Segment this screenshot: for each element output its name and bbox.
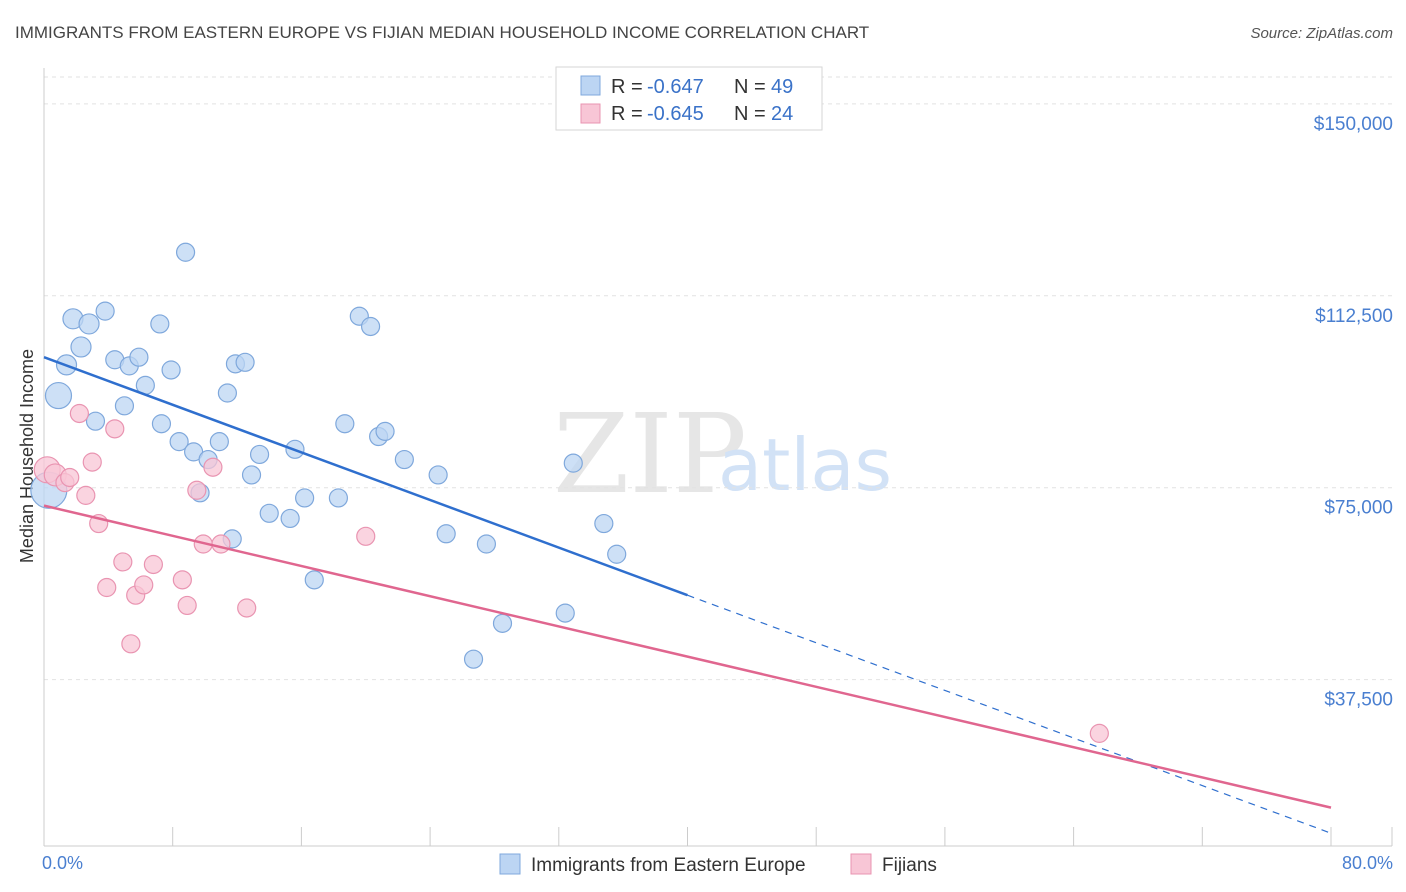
data-point-immigrants: [85, 411, 106, 431]
data-point-immigrants: [217, 383, 237, 403]
data-point-fijians: [97, 577, 117, 598]
x-tick-label-left: 0.0%: [42, 853, 83, 873]
data-point-immigrants: [476, 534, 497, 554]
stats-legend-swatch-blue: [580, 75, 601, 96]
data-point-immigrants: [175, 242, 196, 262]
stats-legend-n-label-pink: N =: [734, 103, 766, 125]
stats-legend-n-value-blue: 49: [771, 76, 793, 98]
data-point-immigrants: [129, 347, 149, 367]
data-point-fijians: [76, 485, 96, 505]
series-legend-label-fijians: Fijians: [882, 855, 937, 876]
stats-legend-n-label-blue: N =: [734, 76, 766, 98]
data-point-immigrants: [335, 414, 355, 434]
data-point-fijians: [172, 570, 192, 590]
trend-line-immigrants: [43, 356, 688, 597]
y-tick-label: $112,500: [1315, 306, 1393, 327]
data-point-fijians: [356, 526, 376, 546]
stats-legend-r-label-blue: R =: [611, 76, 643, 98]
data-point-fijians: [60, 467, 80, 488]
gridlines: [44, 76, 1392, 681]
data-point-fijians: [1089, 723, 1109, 743]
stats-legend-n-value-pink: 24: [771, 103, 793, 125]
chart-title: IMMIGRANTS FROM EASTERN EUROPE VS FIJIAN…: [15, 23, 869, 42]
series-legend: Immigrants from Eastern Europe Fijians: [499, 853, 937, 876]
data-point-immigrants: [95, 301, 115, 321]
data-point-immigrants: [249, 444, 270, 465]
y-tick-label: $75,000: [1324, 498, 1393, 519]
data-point-immigrants: [563, 453, 583, 473]
data-point-immigrants: [70, 336, 92, 358]
series-immigrants-points: [30, 242, 627, 669]
data-point-fijians: [187, 480, 207, 500]
data-point-immigrants: [328, 488, 349, 508]
series-legend-swatch-fijians: [850, 853, 872, 875]
data-point-fijians: [177, 595, 197, 616]
data-point-immigrants: [360, 316, 381, 337]
data-point-fijians: [69, 403, 89, 424]
series-legend-label-immigrants: Immigrants from Eastern Europe: [531, 855, 806, 876]
trend-line-immigrants-extrapolated: [687, 594, 1332, 834]
data-point-fijians: [105, 419, 125, 439]
data-point-fijians: [203, 457, 223, 477]
chart-source: Source: ZipAtlas.com: [1250, 25, 1393, 42]
y-tick-label: $37,500: [1324, 690, 1393, 711]
data-point-immigrants: [594, 513, 614, 534]
data-point-fijians: [121, 634, 141, 654]
data-point-immigrants: [280, 508, 300, 529]
data-point-immigrants: [78, 313, 100, 335]
data-point-immigrants: [375, 421, 395, 442]
x-tick-label-right: 80.0%: [1342, 853, 1393, 873]
data-point-immigrants: [150, 314, 170, 334]
data-point-fijians: [211, 534, 231, 554]
data-point-immigrants: [235, 352, 255, 372]
watermark-atlas: atlas: [718, 423, 892, 507]
stats-legend-r-value-blue: -0.647: [647, 76, 704, 98]
stats-legend-r-label-pink: R =: [611, 103, 643, 125]
data-point-immigrants: [428, 465, 448, 485]
data-point-immigrants: [436, 524, 456, 544]
data-point-fijians: [143, 554, 163, 575]
data-point-immigrants: [151, 414, 172, 434]
data-point-immigrants: [209, 432, 229, 452]
data-point-immigrants: [304, 570, 324, 590]
data-point-immigrants: [44, 381, 73, 410]
trend-lines: [43, 356, 1332, 834]
y-tick-label: $150,000: [1314, 114, 1393, 135]
data-point-fijians: [113, 552, 133, 572]
x-axis-ticks: [43, 827, 1393, 846]
data-point-immigrants: [555, 603, 575, 623]
data-point-immigrants: [241, 465, 262, 485]
data-point-immigrants: [169, 432, 189, 452]
data-point-immigrants: [463, 649, 484, 669]
data-point-immigrants: [161, 360, 181, 380]
data-point-immigrants: [607, 544, 627, 564]
trend-line-fijians: [43, 504, 1332, 809]
data-point-immigrants: [114, 396, 135, 416]
data-point-immigrants: [492, 613, 513, 633]
data-point-immigrants: [259, 503, 279, 523]
series-legend-swatch-immigrants: [499, 853, 521, 875]
watermark-zip: ZIP: [553, 390, 747, 518]
stats-legend: R = -0.647 N = 49 R = -0.645 N = 24: [555, 66, 823, 131]
data-point-fijians: [237, 598, 257, 618]
data-point-immigrants: [394, 449, 414, 470]
y-axis-tick-labels: $150,000 $112,500 $75,000 $37,500: [1314, 114, 1393, 711]
data-point-fijians: [134, 575, 154, 595]
y-axis-label: Median Household Income: [17, 349, 37, 563]
stats-legend-swatch-pink: [580, 103, 601, 124]
data-point-fijians: [82, 452, 102, 472]
data-point-immigrants: [295, 488, 315, 508]
stats-legend-r-value-pink: -0.645: [647, 103, 704, 125]
watermark: ZIP atlas: [553, 390, 892, 518]
